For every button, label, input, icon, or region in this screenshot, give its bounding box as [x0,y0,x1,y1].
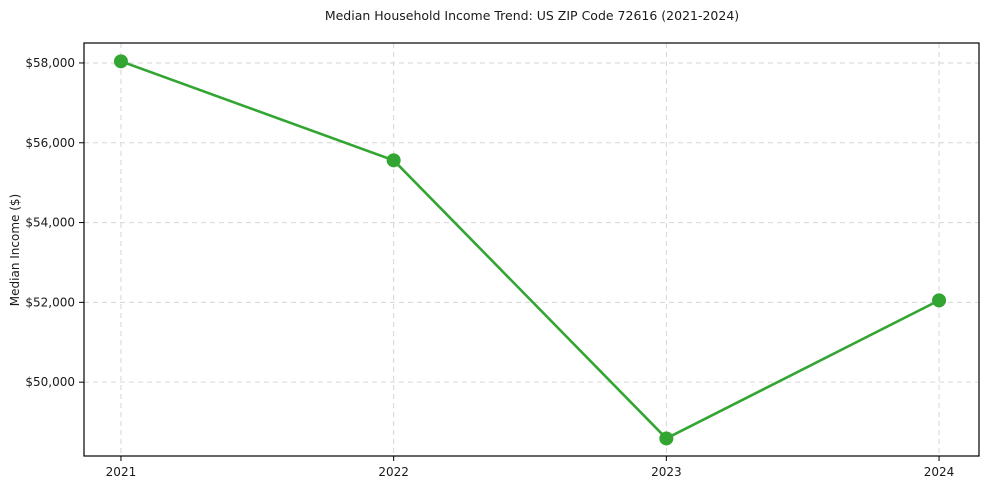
plot-border [83,42,980,457]
y-tick-label: $56,000 [25,136,75,150]
x-tick-label: 2023 [651,465,682,479]
y-tick-label: $52,000 [25,295,75,309]
data-point [932,293,947,308]
y-tick-label: $58,000 [25,56,75,70]
x-tick-label: 2021 [106,465,137,479]
data-point [113,54,128,69]
data-point [386,153,401,168]
y-tick-label: $54,000 [25,216,75,230]
data-point [659,431,674,446]
x-tick-label: 2024 [924,465,955,479]
y-tick-label: $50,000 [25,375,75,389]
y-axis-label: Median Income ($) [8,193,22,307]
x-tick-label: 2022 [378,465,409,479]
chart-title: Median Household Income Trend: US ZIP Co… [324,8,740,23]
data-line [119,60,941,440]
